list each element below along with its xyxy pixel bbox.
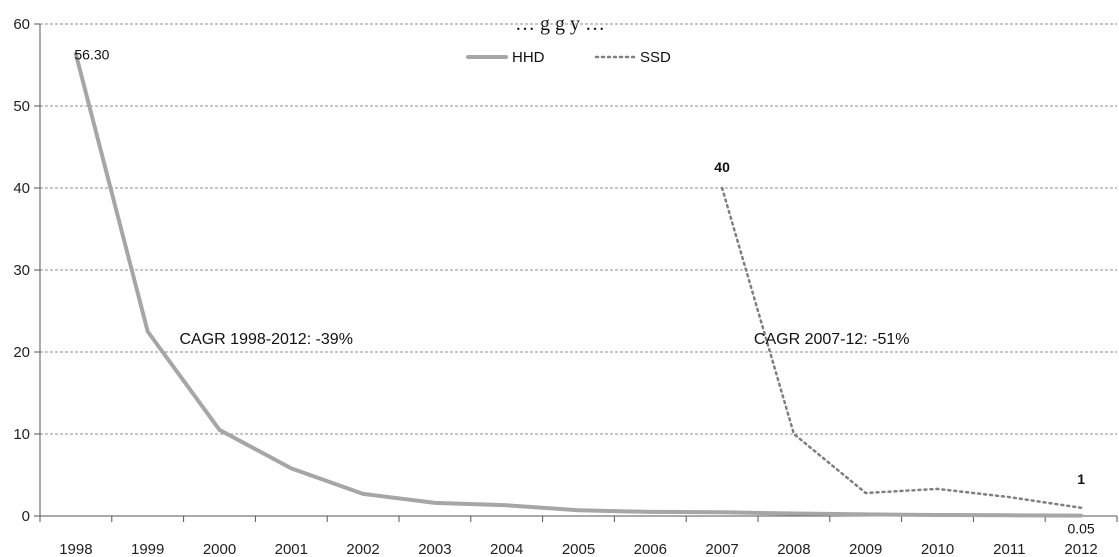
data-label-layer: 56.30 40 1 0.05 [74, 46, 1095, 536]
x-tick-label: 2000 [203, 541, 236, 557]
grid-layer [40, 23, 1117, 435]
x-tick-label: 2001 [275, 541, 308, 557]
legend-label-ssd: SSD [640, 49, 671, 66]
series-line-ssd [720, 186, 1083, 510]
annotation-layer: CAGR 1998-2012: -39% CAGR 2007-12: -51% [180, 331, 910, 348]
x-tick-label: 2003 [418, 541, 451, 557]
series-line-hhd [73, 52, 1084, 518]
x-tick-label: 2010 [921, 541, 954, 557]
data-label: 1 [1077, 471, 1085, 487]
cagr-annotation: CAGR 2007-12: -51% [754, 331, 910, 348]
x-tick-label: 2008 [777, 541, 810, 557]
x-tick-label: 2004 [490, 541, 523, 557]
data-label: 0.05 [1067, 521, 1094, 537]
x-tick-label: 2005 [562, 541, 595, 557]
x-tick-label: 2007 [705, 541, 738, 557]
x-tick-label: 2006 [634, 541, 667, 557]
cagr-annotation: CAGR 1998-2012: -39% [180, 331, 353, 348]
x-tick-label: 2002 [346, 541, 379, 557]
series-layer [73, 52, 1084, 518]
y-tick-label: 10 [13, 426, 30, 443]
y-tick-label: 40 [13, 180, 30, 197]
axis-layer: 0 10 20 30 40 50 60 1998 1999 2000 2001 2002 2003 200… [13, 16, 1118, 557]
y-tick-label: 20 [13, 344, 30, 361]
data-label: 40 [714, 159, 730, 175]
x-tick-label: 2011 [993, 541, 1025, 557]
x-tick-label: 2012 [1064, 541, 1097, 557]
x-tick-label: 1999 [131, 541, 164, 557]
legend: HHD SSD [466, 49, 671, 66]
data-label: 56.30 [74, 46, 109, 62]
legend-label-hhd: HHD [512, 49, 545, 66]
y-tick-label: 50 [13, 98, 30, 115]
x-tick-label: 2009 [849, 541, 882, 557]
x-tick-label: 1998 [59, 541, 92, 557]
y-tick-label: 60 [13, 16, 30, 33]
y-tick-label: 0 [22, 508, 30, 525]
y-tick-label: 30 [13, 262, 30, 279]
